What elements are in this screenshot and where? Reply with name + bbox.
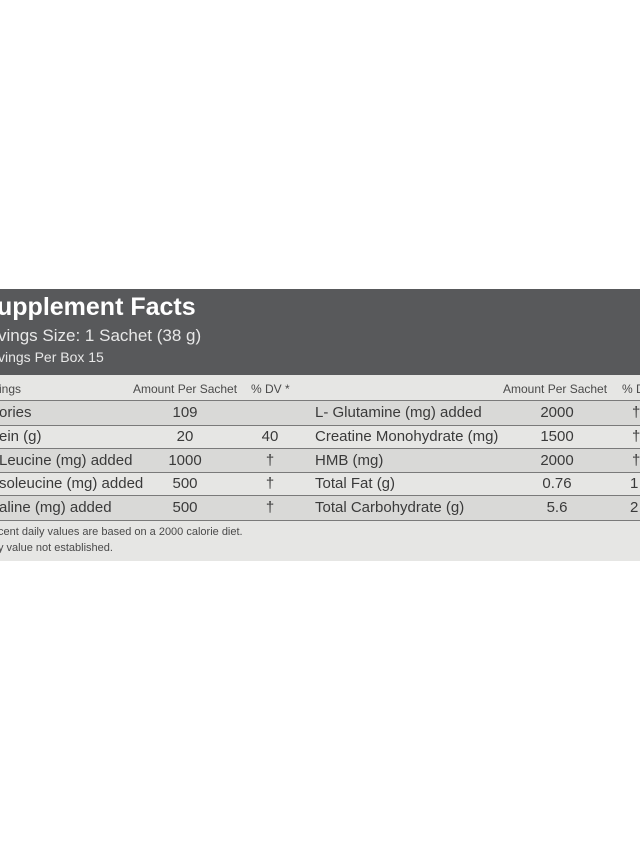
nutrient-name: HMB (mg) [315,452,384,469]
nutrient-amount: 2000 [540,452,574,469]
nutrient-amount: 500 [172,499,198,516]
nutrient-amount: 5.6 [546,499,568,516]
nutrient-name: Leucine (mg) added [0,452,133,469]
nutrient-name: Creatine Monohydrate (mg) [315,428,499,445]
nutrient-dv: 1 [630,475,639,492]
row-divider [0,448,640,449]
row-divider [0,495,640,496]
col-head-dv-right: % D [622,382,640,396]
nutrient-amount: 1000 [168,452,202,469]
col-head-amount-left: Amount Per Sachet [133,382,238,396]
nutrient-amount: 500 [172,475,198,492]
supplement-facts-label: upplement Facts vings Size: 1 Sachet (38… [0,289,640,561]
nutrient-dv: 2 [630,499,639,516]
nutrient-name: L- Glutamine (mg) added [315,404,482,421]
label-header: upplement Facts vings Size: 1 Sachet (38… [0,289,640,375]
row-divider [0,472,640,473]
nutrient-amount: 0.76 [542,475,572,492]
nutrient-name: Total Carbohydrate (g) [315,499,465,516]
nutrient-amount: 109 [172,404,198,421]
nutrient-name: aline (mg) added [0,499,112,516]
row-divider [0,425,640,426]
nutrient-dv: † [265,499,275,516]
col-head-amount-right: Amount Per Sachet [503,382,608,396]
row-divider [0,400,640,401]
nutrient-dv: 40 [261,428,279,445]
nutrient-dv: † [265,452,275,469]
footnote-not-established: y value not established. [0,542,113,554]
col-head-name: ings [0,382,22,396]
servings-per-box: vings Per Box 15 [0,349,104,365]
label-title: upplement Facts [0,293,196,321]
nutrient-amount: 1500 [540,428,574,445]
nutrient-amount: 2000 [540,404,574,421]
row-shade [0,496,640,520]
nutrient-dv: † [632,428,640,445]
nutrient-name: Total Fat (g) [315,475,396,492]
col-head-dv-left: % DV * [251,382,290,396]
row-shade [0,449,640,472]
nutrient-dv: † [632,404,640,421]
nutrient-name: ein (g) [0,428,42,445]
nutrient-dv: † [632,452,640,469]
row-shade [0,401,640,425]
row-divider [0,520,640,521]
nutrient-dv: † [265,475,275,492]
serving-size: vings Size: 1 Sachet (38 g) [0,326,202,345]
footnote-daily-values: cent daily values are based on a 2000 ca… [0,526,243,538]
nutrient-name: ories [0,404,32,421]
nutrient-amount: 20 [176,428,194,445]
nutrient-name: soleucine (mg) added [0,475,144,492]
